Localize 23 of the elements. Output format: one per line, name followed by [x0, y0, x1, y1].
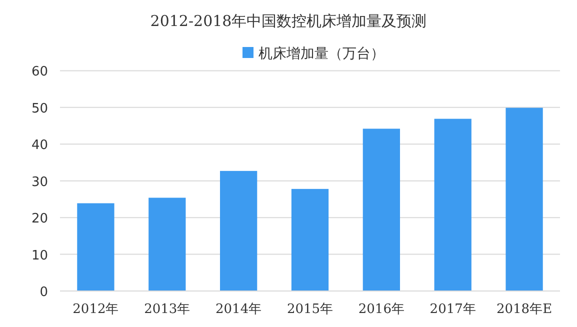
x-tick-label: 2014年 [216, 302, 262, 317]
x-tick-label: 2015年 [286, 302, 334, 317]
y-tick-label: 60 [31, 64, 48, 80]
bar [220, 170, 258, 291]
legend-label: 机床增加量（万台） [258, 46, 384, 62]
bar [434, 118, 472, 291]
bar [506, 108, 543, 291]
x-tick-label: 2018年E [496, 302, 552, 317]
x-tick-label: 2013年 [144, 302, 190, 317]
bar [362, 128, 400, 291]
bar [148, 198, 186, 291]
bar [291, 188, 329, 291]
x-tick-label: 2017年 [430, 302, 476, 317]
x-tick-label: 2016年 [358, 302, 404, 317]
y-tick-label: 40 [31, 138, 48, 154]
x-tick-label: 2012年 [72, 302, 119, 317]
y-tick-label: 0 [40, 285, 48, 300]
y-tick-label: 30 [31, 174, 48, 190]
bar [77, 203, 114, 291]
y-tick-label: 10 [31, 248, 48, 264]
chart-title: 2012-2018年中国数控机床增加量及预测 [150, 12, 427, 30]
y-tick-label: 20 [31, 212, 48, 227]
y-tick-label: 50 [31, 101, 48, 116]
